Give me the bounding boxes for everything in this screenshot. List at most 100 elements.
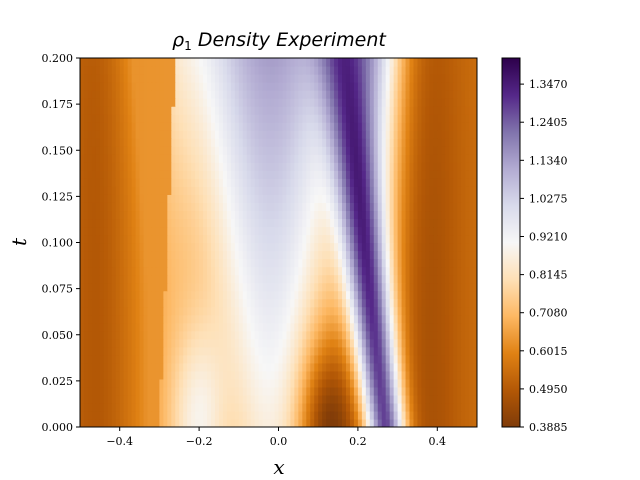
heatmap-cell xyxy=(409,138,415,147)
heatmap-cell xyxy=(139,330,145,340)
heatmap-cell xyxy=(445,186,450,195)
heatmap-cell xyxy=(381,346,387,356)
heatmap-cell xyxy=(195,202,200,212)
heatmap-cell xyxy=(191,138,196,147)
heatmap-cell xyxy=(373,330,379,340)
heatmap-cell xyxy=(187,90,192,99)
heatmap-cell xyxy=(226,378,232,388)
heatmap-cell xyxy=(465,306,470,316)
heatmap-cell xyxy=(99,418,105,427)
heatmap-cell xyxy=(246,418,252,427)
heatmap-cell xyxy=(353,418,359,427)
heatmap-cell xyxy=(171,82,176,91)
heatmap-cell xyxy=(250,170,256,179)
heatmap-cell xyxy=(95,370,101,380)
heatmap-cell xyxy=(254,266,260,276)
heatmap-cell xyxy=(282,298,288,308)
heatmap-cell xyxy=(429,210,434,220)
heatmap-cell xyxy=(250,362,256,372)
heatmap-cell xyxy=(373,154,379,163)
heatmap-cell xyxy=(270,90,276,99)
heatmap-cell xyxy=(147,178,153,187)
heatmap-cell xyxy=(369,274,375,284)
heatmap-cell xyxy=(294,122,299,131)
heatmap-cell xyxy=(306,394,311,404)
heatmap-cell xyxy=(242,234,248,244)
heatmap-cell xyxy=(262,274,268,284)
heatmap-cell xyxy=(278,362,284,372)
heatmap-cell xyxy=(413,154,419,163)
heatmap-cell xyxy=(183,386,188,396)
heatmap-cell xyxy=(377,378,383,388)
heatmap-cell xyxy=(274,378,280,388)
heatmap-cell xyxy=(469,58,474,67)
heatmap-cell xyxy=(421,274,426,284)
heatmap-cell xyxy=(381,282,387,292)
heatmap-cell xyxy=(187,258,192,268)
heatmap-cell xyxy=(437,386,442,396)
heatmap-cell xyxy=(437,346,442,356)
heatmap-cell xyxy=(294,146,299,155)
heatmap-cell xyxy=(99,378,105,388)
heatmap-cell xyxy=(302,378,307,388)
heatmap-cell xyxy=(222,138,228,147)
heatmap-cell xyxy=(425,122,430,131)
heatmap-cell xyxy=(214,306,220,316)
heatmap-cell xyxy=(203,330,208,340)
heatmap-cell xyxy=(429,194,434,203)
heatmap-cell xyxy=(80,338,85,348)
heatmap-cell xyxy=(369,226,375,236)
heatmap-cell xyxy=(381,290,387,300)
heatmap-cell xyxy=(461,386,466,396)
heatmap-cell xyxy=(183,178,188,187)
heatmap-cell xyxy=(95,74,101,83)
heatmap-cell xyxy=(167,218,172,228)
heatmap-cell xyxy=(302,82,307,91)
heatmap-cell xyxy=(226,234,232,244)
heatmap-cell xyxy=(322,210,327,220)
heatmap-cell xyxy=(179,338,184,348)
heatmap-cell xyxy=(238,418,244,427)
heatmap-cell xyxy=(103,122,109,131)
heatmap-cell xyxy=(397,258,403,268)
heatmap-cell xyxy=(191,114,196,123)
heatmap-cell xyxy=(250,226,256,236)
heatmap-cell xyxy=(353,178,359,187)
heatmap-cell xyxy=(262,162,268,171)
heatmap-cell xyxy=(143,82,149,91)
heatmap-cell xyxy=(127,250,133,260)
heatmap-cell xyxy=(385,186,391,195)
heatmap-cell xyxy=(357,258,363,268)
heatmap-cell xyxy=(195,138,200,147)
heatmap-cell xyxy=(405,170,411,179)
heatmap-cell xyxy=(80,322,85,332)
heatmap-cell xyxy=(429,258,434,268)
heatmap-cell xyxy=(151,242,157,252)
colorbar-tick-label: 0.9210 xyxy=(529,231,568,244)
heatmap-cell xyxy=(441,322,446,332)
heatmap-cell xyxy=(373,378,379,388)
heatmap-cell xyxy=(397,90,403,99)
heatmap-cell xyxy=(469,106,474,115)
heatmap-cell xyxy=(433,154,438,163)
heatmap-cell xyxy=(119,354,125,364)
heatmap-cell xyxy=(314,322,319,332)
heatmap-cell xyxy=(286,402,292,412)
heatmap-cell xyxy=(405,306,411,316)
heatmap-cell xyxy=(250,338,256,348)
heatmap-cell xyxy=(107,202,113,212)
heatmap-cell xyxy=(91,138,97,147)
heatmap-cell xyxy=(290,98,295,107)
heatmap-cell xyxy=(342,122,347,131)
heatmap-cell xyxy=(222,282,228,292)
heatmap-cell xyxy=(274,242,280,252)
heatmap-cell xyxy=(226,258,232,268)
heatmap-cell xyxy=(211,186,216,195)
heatmap-cell xyxy=(445,194,450,203)
heatmap-cell xyxy=(326,162,331,171)
heatmap-cell xyxy=(218,210,224,220)
heatmap-cell xyxy=(397,98,403,107)
heatmap-cell xyxy=(211,106,216,115)
heatmap-cell xyxy=(405,202,411,212)
heatmap-cell xyxy=(171,210,176,220)
